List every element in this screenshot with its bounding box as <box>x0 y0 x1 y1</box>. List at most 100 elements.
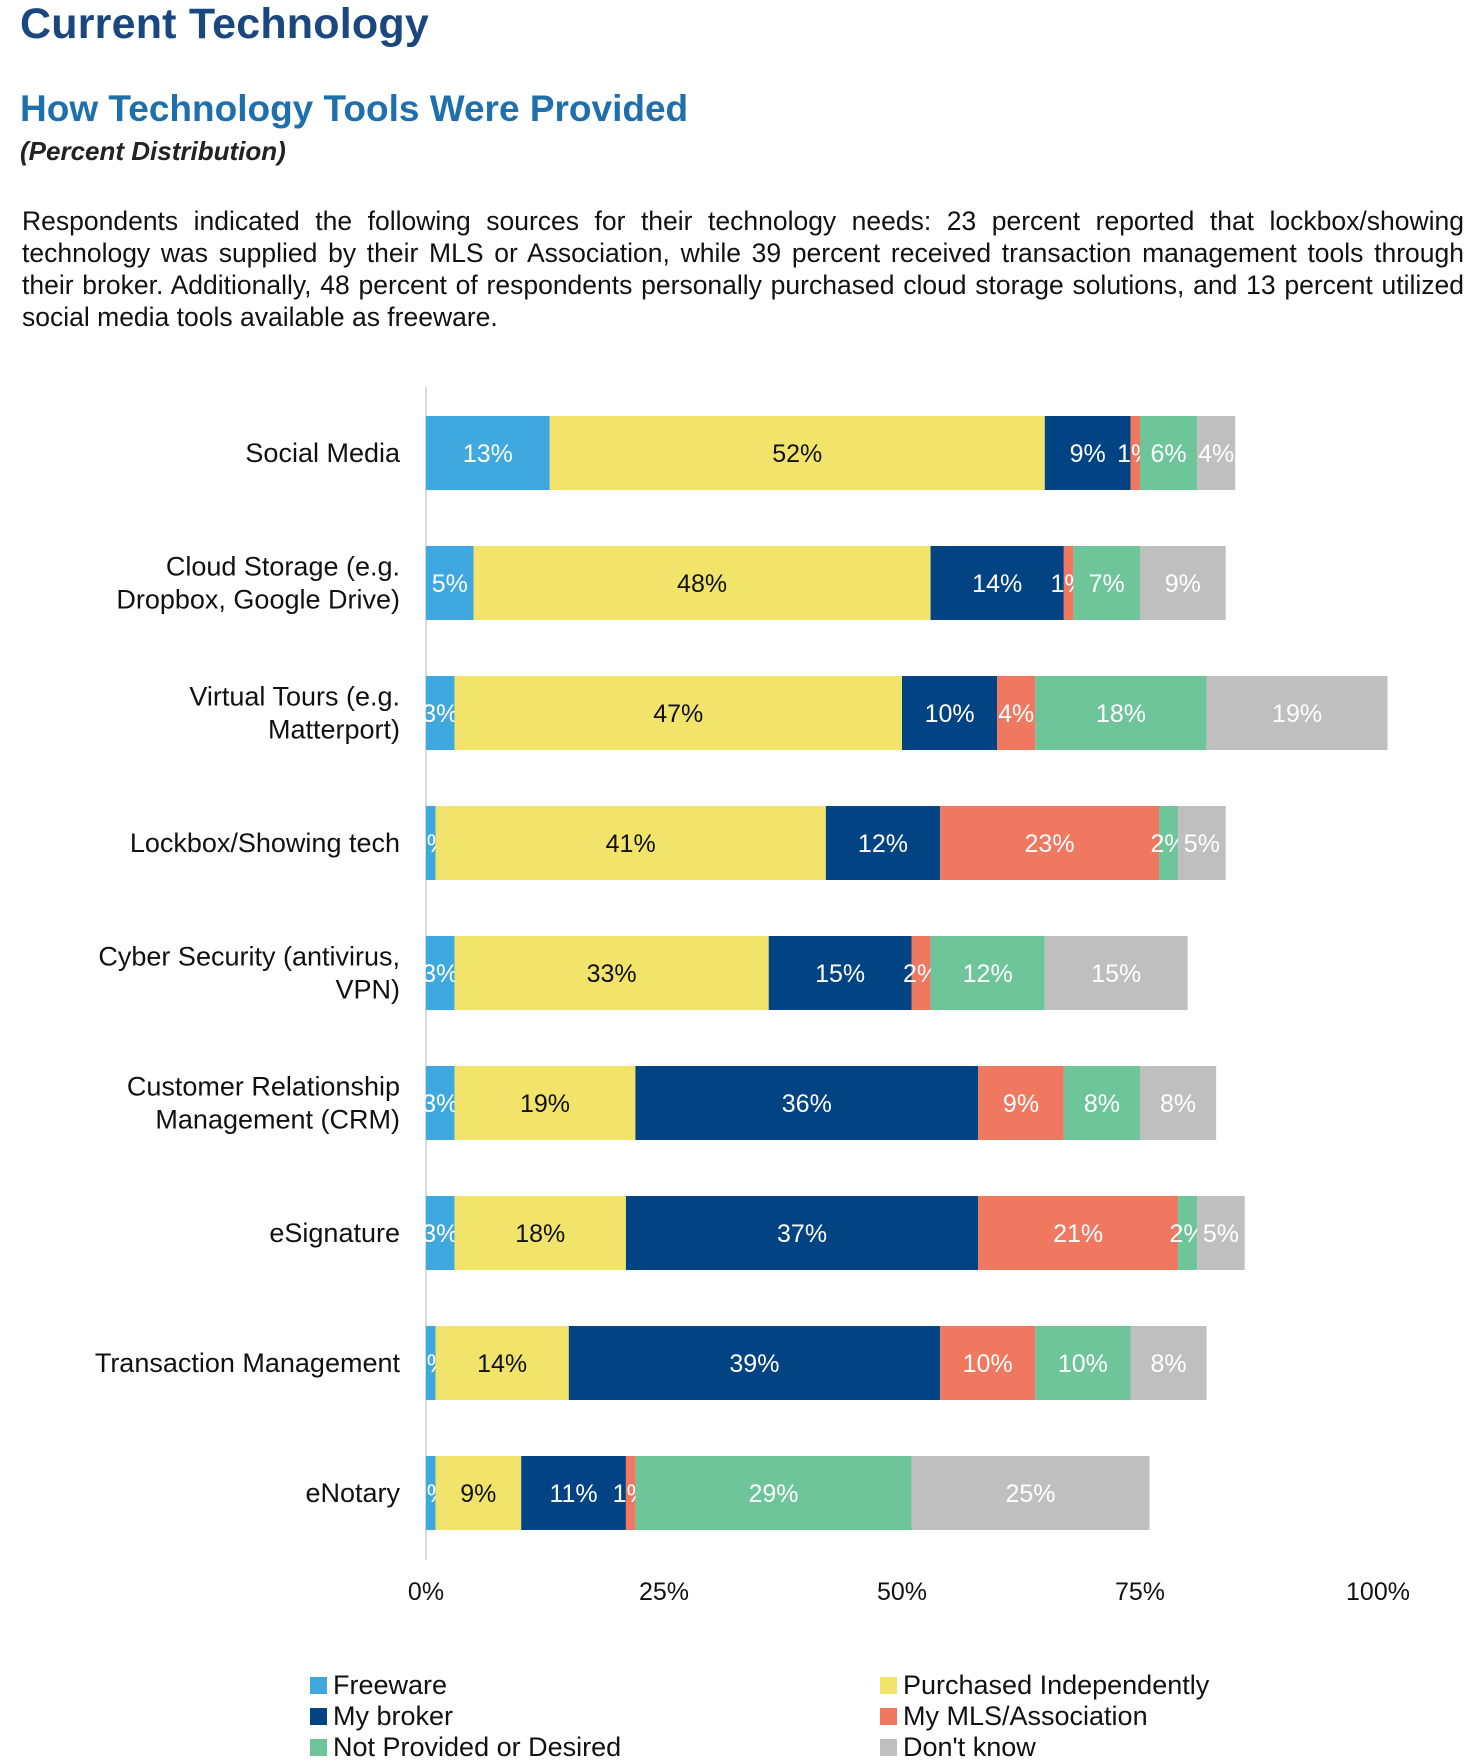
x-tick-label: 75% <box>1115 1578 1165 1606</box>
bar-segment <box>1130 416 1140 490</box>
bar-segment <box>1178 1196 1198 1270</box>
bar-segment <box>426 546 474 620</box>
bar-segment <box>930 936 1045 1010</box>
data-label: 29% <box>748 1480 798 1508</box>
data-label: 4% <box>1198 440 1234 468</box>
data-label: 6% <box>1150 440 1186 468</box>
bar-segment <box>997 676 1036 750</box>
bar-segment <box>635 1456 912 1530</box>
bar-segment <box>1178 806 1226 880</box>
bar-segment <box>426 806 436 880</box>
bar-segment <box>1197 416 1236 490</box>
bar-segment <box>473 546 931 620</box>
data-label: 19% <box>1272 700 1322 728</box>
data-label: 12% <box>858 830 908 858</box>
data-label: 37% <box>777 1220 827 1248</box>
category-label: Cyber Security (antivirus, VPN) <box>98 942 400 1005</box>
bar-segment <box>568 1326 941 1400</box>
category-label: Cloud Storage (e.g. Dropbox, Google Drive… <box>116 552 400 615</box>
legend-item: Freeware <box>310 1670 880 1701</box>
legend-label: Not Provided or Desired <box>333 1732 622 1762</box>
data-label: 18% <box>515 1220 565 1248</box>
category-label: eSignature <box>269 1218 400 1248</box>
data-label: 52% <box>772 440 822 468</box>
legend-label: Purchased Independently <box>903 1670 1210 1700</box>
bar-segment <box>454 936 769 1010</box>
legend-item: Don't know <box>880 1732 1430 1763</box>
bar-segment <box>426 936 455 1010</box>
data-label: 15% <box>815 960 865 988</box>
bar-segment <box>902 676 998 750</box>
bar-segment <box>1063 546 1074 620</box>
bar-segment <box>1035 676 1207 750</box>
legend-swatch <box>310 1739 327 1756</box>
data-label: 25% <box>1005 1480 1055 1508</box>
legend-swatch <box>310 1677 327 1694</box>
data-label: 9% <box>1003 1090 1039 1118</box>
bar-segment <box>1140 416 1198 490</box>
data-label: 12% <box>963 960 1013 988</box>
bar-segment <box>625 1456 636 1530</box>
category-label: Virtual Tours (e.g. Matterport) <box>189 682 400 745</box>
bar-segment <box>549 416 1045 490</box>
bar-segment <box>1073 546 1140 620</box>
data-label: 19% <box>520 1090 570 1118</box>
bar-segment <box>768 936 912 1010</box>
x-tick-label: 0% <box>408 1578 444 1606</box>
bar-segment <box>1140 546 1226 620</box>
bar-segment <box>1044 936 1188 1010</box>
data-label: 18% <box>1096 700 1146 728</box>
intro-paragraph: Respondents indicated the following sour… <box>22 206 1464 332</box>
data-label: 13% <box>463 440 513 468</box>
legend-item: Not Provided or Desired <box>310 1732 880 1763</box>
data-label: 33% <box>587 960 637 988</box>
bar-segment <box>1035 1326 1131 1400</box>
chart-subtitle: (Percent Distribution) <box>20 136 286 166</box>
data-label: 8% <box>1160 1090 1196 1118</box>
bar-segment <box>978 1196 1179 1270</box>
bar-segment <box>625 1196 979 1270</box>
x-tick-label: 50% <box>877 1578 927 1606</box>
page-title: Current Technology <box>20 0 429 48</box>
category-label: Transaction Management <box>95 1348 401 1378</box>
data-label: 8% <box>1084 1090 1120 1118</box>
data-label: 4% <box>998 700 1034 728</box>
bar-segment <box>825 806 941 880</box>
legend-item: My MLS/Association <box>880 1701 1430 1732</box>
legend-swatch <box>310 1708 327 1725</box>
bar-segment <box>978 1066 1064 1140</box>
section-title: How Technology Tools Were Provided <box>20 88 689 129</box>
data-label: 8% <box>1150 1350 1186 1378</box>
data-label: 3% <box>422 1220 458 1248</box>
bar-segment <box>911 936 931 1010</box>
legend-swatch <box>880 1708 897 1725</box>
bar-segment <box>426 1326 436 1400</box>
data-label: 10% <box>925 700 975 728</box>
data-label: 36% <box>782 1090 832 1118</box>
legend-item: Purchased Independently <box>880 1670 1430 1701</box>
data-label: 3% <box>422 1090 458 1118</box>
bar-segment <box>426 1196 455 1270</box>
category-label: Lockbox/Showing tech <box>130 828 400 858</box>
data-label: 48% <box>677 570 727 598</box>
bar-segment <box>435 1326 569 1400</box>
data-label: 9% <box>460 1480 496 1508</box>
data-label: 7% <box>1089 570 1125 598</box>
stacked-bar-chart: 0% 25% 50% 75% 100%Social Media 13% 52% 9% 1%6% 4… <box>95 387 1410 1606</box>
data-label: 5% <box>1184 830 1220 858</box>
data-label: 5% <box>1203 1220 1239 1248</box>
bar-segment <box>454 1066 636 1140</box>
data-label: 21% <box>1053 1220 1103 1248</box>
data-label: 10% <box>963 1350 1013 1378</box>
bar-segment <box>1197 1196 1245 1270</box>
bar-segment <box>911 1456 1150 1530</box>
x-tick-label: 25% <box>639 1578 689 1606</box>
bar-segment <box>426 676 455 750</box>
bar-segment <box>435 806 826 880</box>
data-label: 15% <box>1091 960 1141 988</box>
bar-segment <box>940 806 1160 880</box>
bar-segment <box>426 1066 455 1140</box>
bar-segment <box>635 1066 979 1140</box>
data-label: 10% <box>1058 1350 1108 1378</box>
bar-segment <box>940 1326 1036 1400</box>
